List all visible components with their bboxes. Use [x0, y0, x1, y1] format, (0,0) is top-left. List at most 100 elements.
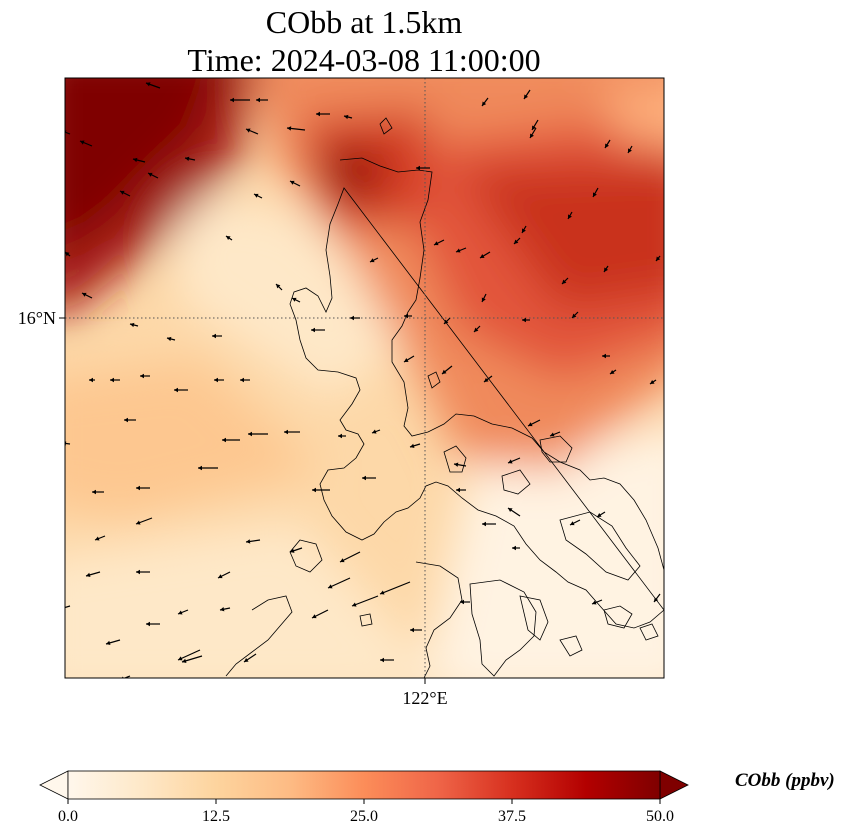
- wind-arrow-head: [178, 656, 183, 661]
- wind-arrow-head: [524, 94, 529, 99]
- wind-arrow-head: [106, 640, 111, 646]
- wind-arrow-head: [290, 548, 295, 553]
- wind-arrow-head: [352, 602, 357, 607]
- wind-arrow-head: [597, 513, 602, 517]
- wind-arrow-head: [410, 443, 415, 448]
- wind-arrow-shaft: [379, 581, 411, 595]
- wind-arrow-head: [572, 313, 577, 318]
- colorbar-tick-label: 25.0: [350, 808, 378, 825]
- wind-arrow-head: [82, 292, 87, 297]
- map-frame: [64, 77, 665, 679]
- wind-arrow-head: [654, 597, 659, 602]
- wind-arrow-head: [370, 258, 375, 263]
- wind-arrow-head: [230, 97, 234, 103]
- wind-arrow-head: [220, 607, 225, 612]
- wind-arrow-head: [130, 322, 135, 328]
- wind-arrow-head: [362, 475, 366, 481]
- wind-arrow-head: [182, 658, 187, 663]
- wind-arrow-head: [512, 545, 516, 551]
- wind-arrow-head: [140, 373, 144, 379]
- wind-arrow-head: [65, 441, 67, 446]
- wind-arrow-head: [482, 101, 487, 106]
- wind-arrow-head: [562, 279, 567, 284]
- wind-arrow-head: [124, 417, 128, 423]
- wind-arrow-head: [214, 377, 218, 383]
- wind-arrow-head: [218, 574, 223, 579]
- wind-arrow-head: [344, 114, 349, 120]
- colorbar-tick-label: 12.5: [202, 808, 230, 825]
- wind-arrow-head: [226, 236, 231, 241]
- map-title-line2: Time: 2024-03-08 11:00:00: [187, 42, 541, 78]
- wind-arrow-head: [372, 429, 377, 434]
- wind-arrow-head: [602, 353, 606, 359]
- wind-arrow-head: [474, 327, 479, 332]
- wind-arrow-head: [95, 536, 100, 541]
- wind-arrow-head: [328, 584, 333, 589]
- colorbar-title: CObb (ppbv): [735, 770, 835, 791]
- wind-arrow-head: [136, 520, 141, 525]
- wind-arrow-head: [316, 111, 320, 117]
- wind-arrow-head: [110, 377, 114, 383]
- cobb-field: [65, 78, 664, 678]
- colorbar: 0.0 12.5 25.0 37.5 50.0 CObb (ppbv): [39, 770, 835, 825]
- wind-arrow-shaft: [177, 649, 201, 661]
- gridlines: [65, 78, 664, 678]
- wind-arrow-head: [80, 140, 85, 145]
- wind-arrow-head: [92, 489, 96, 495]
- colorbar-ticks: 0.0 12.5 25.0 37.5 50.0: [58, 799, 674, 825]
- wind-arrow-head: [532, 125, 536, 130]
- wind-arrow-head: [350, 315, 354, 321]
- wind-arrow-head: [212, 333, 216, 339]
- wind-arrow-shaft: [351, 595, 379, 607]
- wind-arrow-head: [380, 657, 384, 663]
- wind-arrow-head: [86, 572, 91, 578]
- wind-arrow-head: [340, 558, 345, 563]
- wind-arrow-head: [456, 248, 461, 253]
- wind-arrow-shaft: [327, 577, 351, 589]
- wind-arrow-head: [481, 297, 486, 302]
- wind-arrow-head: [522, 228, 526, 233]
- wind-arrow-head: [290, 180, 295, 185]
- wind-arrow-head: [610, 369, 615, 374]
- wind-arrow-head: [248, 431, 252, 437]
- wind-arrow-head: [528, 422, 533, 427]
- wind-arrow-head: [284, 429, 288, 435]
- wind-arrow-head: [120, 190, 125, 195]
- wind-arrow-head: [133, 157, 138, 163]
- wind-arrow-head: [442, 369, 447, 374]
- wind-arrow-head: [593, 192, 597, 197]
- wind-arrow-head: [276, 284, 281, 289]
- wind-arrow-head: [244, 657, 249, 662]
- wind-arrow-head: [550, 432, 555, 437]
- lon-tick-label: 122°E: [402, 688, 447, 708]
- wind-arrow-head: [146, 82, 151, 87]
- wind-arrow-shaft: [123, 675, 131, 678]
- colorbar-extend-max: [659, 770, 689, 800]
- map-title-line1: CObb at 1.5km: [265, 4, 463, 40]
- wind-arrow-head: [416, 165, 420, 171]
- wind-arrow-head: [65, 252, 70, 257]
- wind-arrow-shaft: [65, 605, 71, 609]
- wind-arrow-head: [311, 327, 315, 333]
- wind-arrow-head: [254, 193, 259, 198]
- colorbar-gradient: [67, 770, 661, 800]
- wind-arrow-head: [604, 267, 609, 272]
- wind-arrow-head: [605, 143, 609, 148]
- wind-arrow-head: [240, 377, 244, 383]
- wind-arrow-head: [198, 465, 202, 471]
- colorbar-tick-label: 50.0: [646, 808, 674, 825]
- wind-arrow-head: [650, 379, 655, 384]
- wind-vectors: [65, 82, 661, 678]
- wind-arrow-head: [484, 377, 489, 382]
- wind-arrow-head: [178, 610, 183, 615]
- wind-arrow-head: [514, 239, 519, 244]
- wind-arrow-head: [292, 297, 297, 302]
- wind-arrow-head: [404, 313, 408, 319]
- wind-arrow-head: [522, 317, 526, 323]
- wind-arrow-head: [530, 133, 534, 138]
- wind-arrow-head: [222, 437, 226, 443]
- wind-arrow-head: [136, 485, 140, 491]
- wind-arrow-head: [287, 126, 292, 131]
- wind-arrow-head: [136, 569, 140, 575]
